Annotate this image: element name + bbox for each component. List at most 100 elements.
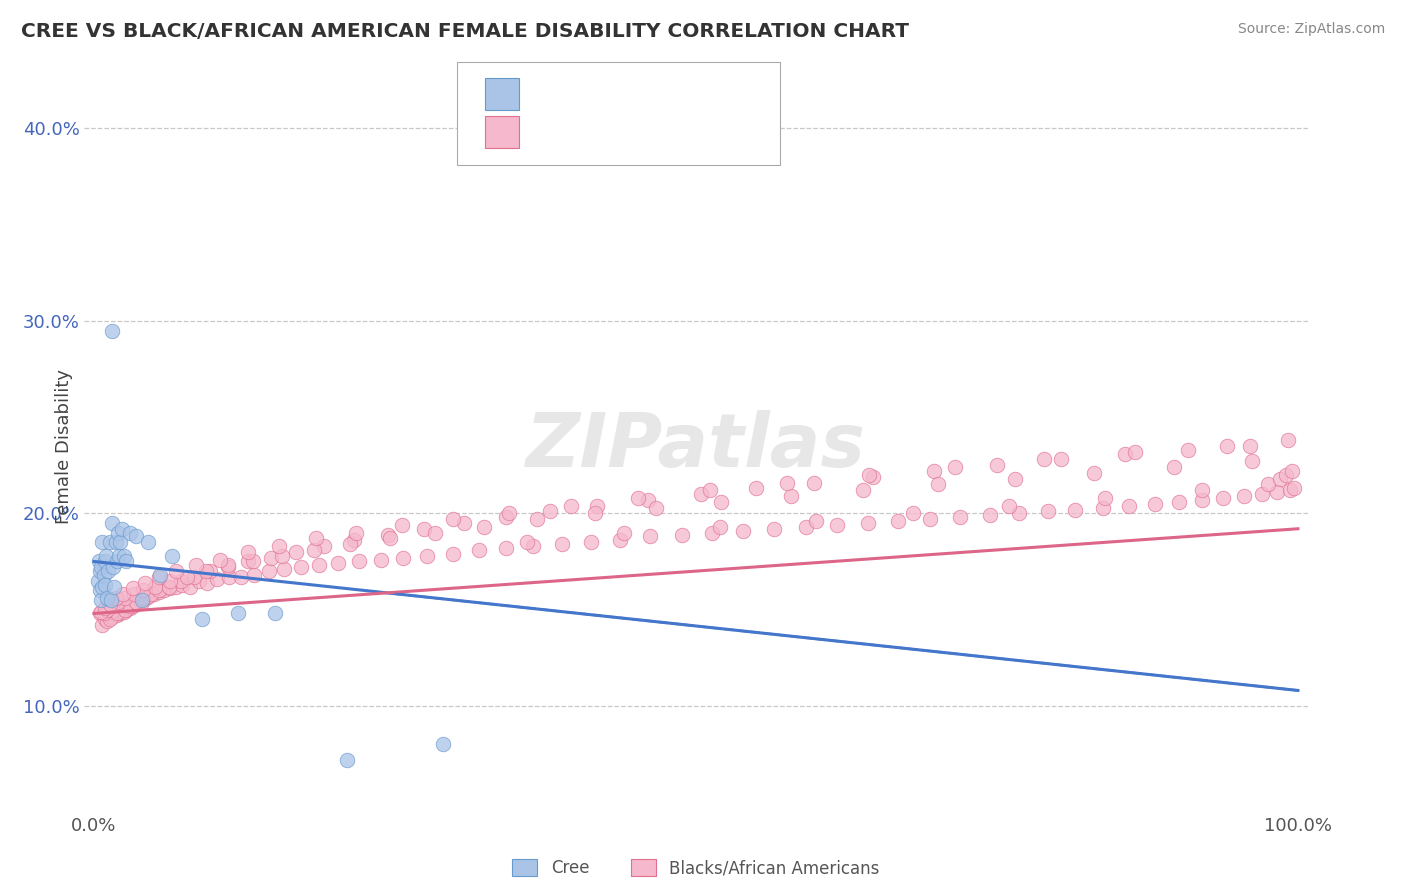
Point <box>107 595 129 609</box>
Point <box>1091 500 1114 515</box>
Point <box>128 593 150 607</box>
Point <box>1036 504 1059 518</box>
Point <box>1032 452 1054 467</box>
Point <box>273 562 295 576</box>
Text: 0.783: 0.783 <box>574 123 626 141</box>
Point <box>205 572 228 586</box>
Point <box>149 568 172 582</box>
Point <box>100 593 122 607</box>
Point <box>1083 466 1105 480</box>
Point <box>304 543 326 558</box>
Point <box>162 549 184 563</box>
Point <box>101 516 124 530</box>
Point <box>689 487 711 501</box>
Point <box>343 533 366 548</box>
Point <box>998 499 1021 513</box>
Point <box>943 460 966 475</box>
Point <box>581 535 603 549</box>
Text: CREE VS BLACK/AFRICAN AMERICAN FEMALE DISABILITY CORRELATION CHART: CREE VS BLACK/AFRICAN AMERICAN FEMALE DI… <box>21 22 910 41</box>
Point <box>153 583 176 598</box>
Point <box>645 500 668 515</box>
Point <box>1191 483 1213 498</box>
Point <box>170 577 193 591</box>
Point <box>96 614 118 628</box>
Point <box>380 532 402 546</box>
Point <box>856 516 879 530</box>
Point <box>107 525 129 540</box>
Point <box>121 582 143 596</box>
Point <box>229 570 252 584</box>
Point <box>918 512 941 526</box>
Point <box>538 504 561 518</box>
Point <box>339 537 361 551</box>
Point <box>1049 452 1071 467</box>
Point <box>90 605 112 619</box>
Point <box>1257 477 1279 491</box>
Point <box>986 458 1008 473</box>
Point <box>949 510 972 524</box>
Point <box>94 612 117 626</box>
Point <box>93 607 115 621</box>
Point <box>97 564 120 578</box>
Point <box>370 552 392 566</box>
Point <box>1241 454 1264 468</box>
Point <box>392 550 415 565</box>
Text: N =: N = <box>641 85 678 103</box>
Point <box>391 517 413 532</box>
Point <box>86 574 108 588</box>
Point <box>108 599 131 613</box>
Point <box>243 568 266 582</box>
Point <box>1216 439 1239 453</box>
Point <box>101 324 124 338</box>
Point <box>89 607 111 621</box>
Point <box>1250 487 1272 501</box>
Point <box>135 591 157 605</box>
Point <box>91 618 114 632</box>
Point <box>104 602 127 616</box>
Point <box>131 595 153 609</box>
Point <box>745 481 768 495</box>
Point <box>1233 489 1256 503</box>
Point <box>105 608 128 623</box>
Point <box>269 539 291 553</box>
Point <box>120 525 142 540</box>
Point <box>120 600 142 615</box>
Point <box>194 564 217 578</box>
Point <box>114 602 136 616</box>
Point <box>98 612 121 626</box>
Point <box>806 514 828 528</box>
Point <box>176 570 198 584</box>
Point <box>498 507 520 521</box>
Point <box>94 607 117 621</box>
Point <box>1281 464 1303 478</box>
Point <box>159 574 181 588</box>
Point <box>858 467 880 482</box>
Point <box>111 522 134 536</box>
Point <box>209 552 232 566</box>
Point <box>107 605 129 619</box>
Point <box>94 577 117 591</box>
Point <box>98 597 121 611</box>
Point <box>731 524 754 538</box>
Point <box>472 520 495 534</box>
Point <box>125 529 148 543</box>
Point <box>170 574 193 588</box>
Point <box>803 475 825 490</box>
Point <box>583 507 606 521</box>
Point <box>924 464 946 478</box>
Point <box>416 549 439 563</box>
Point <box>825 517 848 532</box>
Point <box>1143 497 1166 511</box>
Text: -0.056: -0.056 <box>574 85 633 103</box>
Point <box>1284 481 1306 495</box>
Point <box>90 560 112 574</box>
Point <box>183 570 205 584</box>
Point <box>709 520 731 534</box>
Point <box>1064 502 1087 516</box>
Point <box>780 489 803 503</box>
Point <box>1125 444 1147 458</box>
Point <box>103 599 125 613</box>
Point <box>115 602 138 616</box>
Text: R =: R = <box>531 85 568 103</box>
Point <box>1177 442 1199 457</box>
